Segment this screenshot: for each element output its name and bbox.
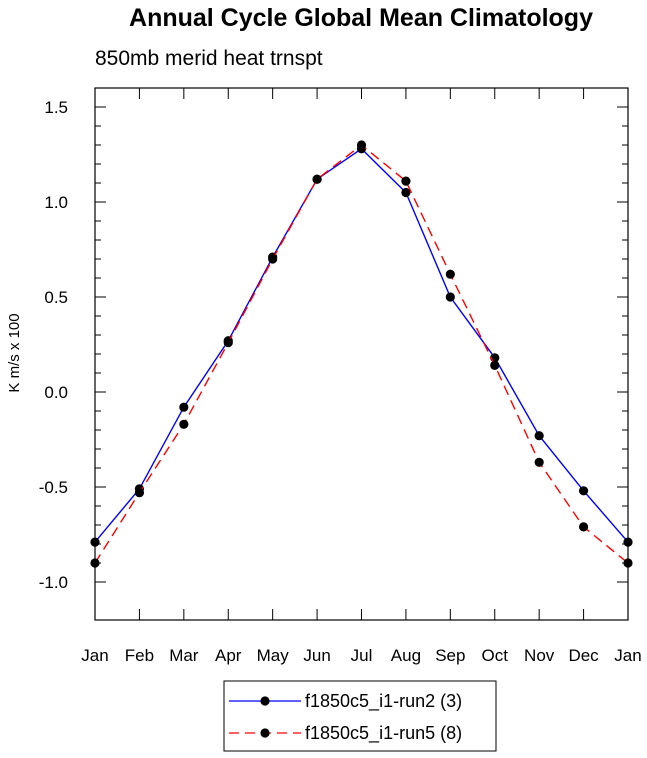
y-tick-label: -0.5	[39, 478, 68, 497]
y-tick-label: 0.5	[44, 288, 68, 307]
x-tick-label: May	[257, 646, 290, 665]
data-point	[134, 488, 145, 498]
data-point	[623, 558, 633, 568]
axis-ticks	[94, 88, 629, 620]
data-point	[401, 176, 411, 186]
data-point	[179, 402, 189, 412]
data-point	[490, 360, 500, 370]
x-tick-label: Mar	[169, 646, 199, 665]
legend-marker-run5	[260, 728, 270, 738]
x-tick-label: Oct	[482, 646, 509, 665]
legend-marker-run2	[260, 696, 270, 706]
y-tick-label: 1.0	[44, 193, 68, 212]
data-point	[90, 537, 100, 547]
series-line	[94, 144, 629, 564]
series-2	[90, 140, 633, 568]
x-tick-label: Sep	[435, 646, 465, 665]
x-tick-label: Jan	[614, 646, 641, 665]
data-point	[534, 457, 544, 467]
data-point	[578, 486, 589, 496]
x-tick-label: Apr	[215, 646, 242, 665]
series-1	[90, 144, 633, 547]
data-point	[268, 254, 278, 264]
x-tick-label: Jun	[303, 646, 330, 665]
y-tick-label: 1.5	[44, 98, 68, 117]
data-point	[445, 269, 455, 279]
data-point	[223, 338, 233, 348]
plot-frame	[94, 87, 629, 621]
data-point	[179, 419, 189, 429]
data-point	[90, 558, 100, 568]
y-tick-label: -1.0	[39, 573, 68, 592]
x-tick-label: Aug	[391, 646, 421, 665]
y-tick-labels: -1.0 -0.5 0.0 0.5 1.0 1.5	[39, 98, 68, 592]
legend-label-run2: f1850c5_i1-run2 (3)	[305, 691, 462, 712]
data-point	[312, 174, 322, 184]
series-layer	[90, 140, 633, 568]
data-point	[623, 537, 633, 547]
x-tick-label: Jul	[351, 646, 373, 665]
chart-title: Annual Cycle Global Mean Climatology	[129, 4, 593, 32]
x-tick-labels: Jan Feb Mar Apr May Jun Jul Aug Sep Oct Nov Dec Jan	[81, 646, 641, 665]
x-tick-label: Feb	[125, 646, 154, 665]
legend-entry-run5: f1850c5_i1-run5 (8)	[229, 723, 462, 744]
data-point	[356, 140, 367, 150]
data-point	[445, 292, 455, 302]
legend-label-run5: f1850c5_i1-run5 (8)	[305, 723, 462, 744]
data-point	[578, 522, 589, 532]
x-tick-label: Nov	[524, 646, 555, 665]
x-tick-label: Jan	[81, 646, 108, 665]
y-tick-label: 0.0	[44, 383, 68, 402]
series-line	[94, 147, 629, 543]
x-tick-label: Dec	[568, 646, 599, 665]
chart-subtitle: 850mb merid heat trnspt	[95, 47, 323, 70]
y-axis-label: K m/s x 100	[6, 313, 23, 392]
legend-entry-run2: f1850c5_i1-run2 (3)	[229, 691, 462, 712]
data-point	[534, 431, 544, 441]
data-point	[401, 187, 411, 198]
legend-box	[223, 680, 497, 752]
